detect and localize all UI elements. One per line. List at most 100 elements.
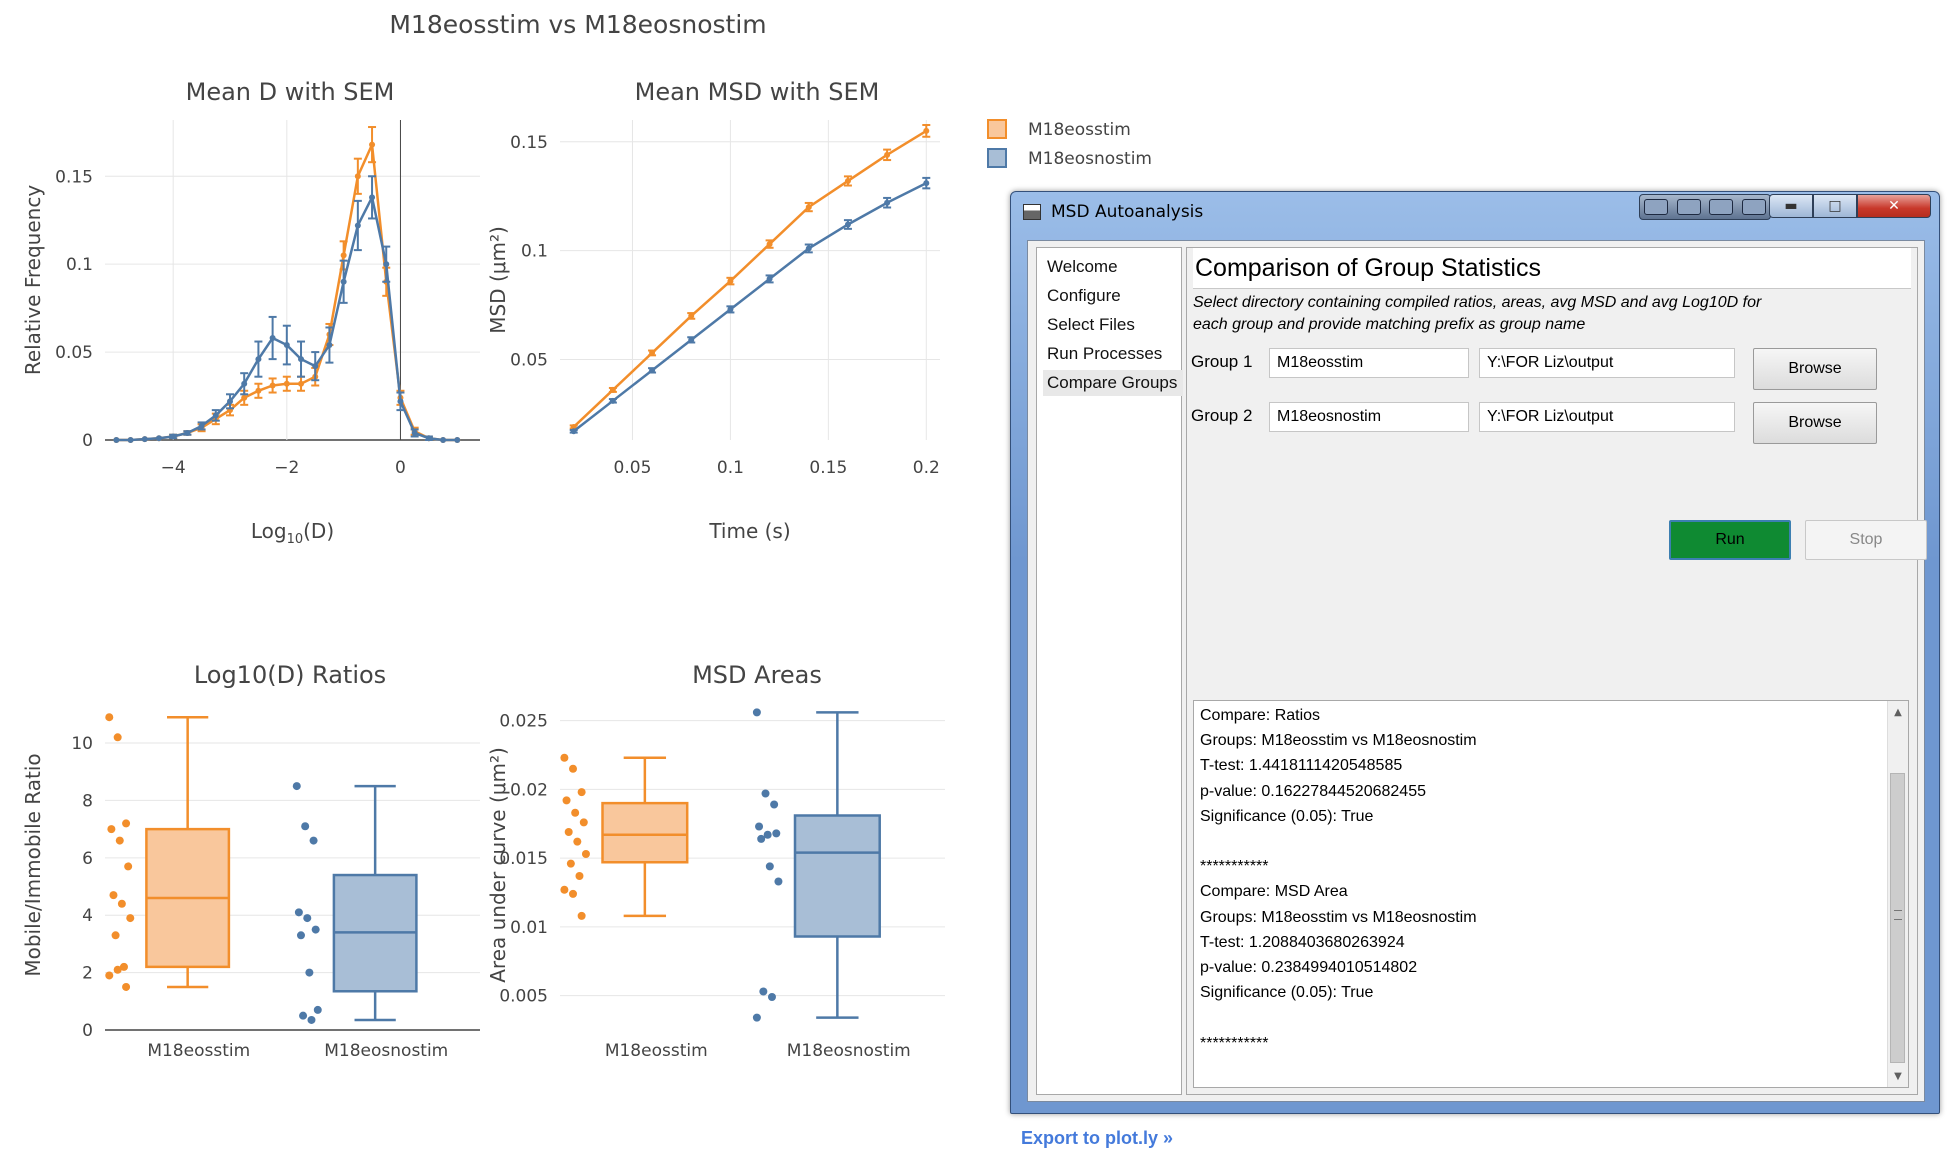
y-tick-label: 0: [82, 1021, 93, 1041]
data-point: [283, 380, 290, 387]
instructions: Select directory containing compiled rat…: [1193, 292, 1909, 336]
data-point: [425, 435, 432, 442]
x-tick-label: −2: [274, 458, 299, 478]
sidebar-nav: Welcome Configure Select Files Run Proce…: [1036, 247, 1183, 1095]
data-point: [292, 782, 301, 791]
msd-autoanalysis-window: MSD Autoanalysis ▬ □ ✕ Welcome Configure…: [1010, 191, 1940, 1114]
close-icon: ✕: [1888, 198, 1900, 214]
series-M18eosnostim: [113, 175, 461, 443]
data-point: [340, 278, 347, 285]
scrollbar-thumb[interactable]: [1890, 773, 1905, 1063]
category-label: M18eosnostim: [787, 1041, 911, 1061]
window-titlebar[interactable]: MSD Autoanalysis ▬ □ ✕: [1011, 192, 1939, 230]
titlebar-dot-icon[interactable]: [1741, 199, 1766, 215]
legend-swatch[interactable]: [987, 119, 1007, 139]
group-1-label: Group 1: [1191, 352, 1253, 371]
legend-swatch[interactable]: [987, 148, 1007, 168]
data-point: [581, 850, 590, 858]
category-label: M18eosnostim: [324, 1041, 448, 1061]
box-M18eosnostim: [292, 782, 418, 1024]
stop-button[interactable]: Stop: [1805, 520, 1927, 560]
y-tick-label: 0.15: [510, 133, 548, 153]
results-log[interactable]: Compare: Ratios Groups: M18eosstim vs M1…: [1193, 700, 1909, 1088]
chart-4: MSD Areas 0.005 0.01 0.015 0.02 0.025 Area und…: [486, 661, 945, 1061]
maximize-button[interactable]: □: [1813, 194, 1857, 218]
titlebar-record-icon[interactable]: [1644, 199, 1669, 215]
data-point: [305, 968, 314, 977]
close-button[interactable]: ✕: [1857, 194, 1931, 218]
data-point: [560, 885, 569, 894]
nav-item-run-processes[interactable]: Run Processes: [1047, 344, 1163, 363]
data-point: [170, 433, 177, 440]
x-tick-label: 0.05: [614, 458, 652, 478]
group-2-label: Group 2: [1191, 406, 1253, 425]
data-point: [369, 194, 376, 201]
data-point: [241, 380, 248, 387]
data-point: [269, 335, 276, 342]
data-point: [570, 428, 577, 435]
data-point: [299, 1011, 308, 1020]
nav-item-select-files[interactable]: Select Files: [1047, 315, 1135, 334]
data-point: [609, 386, 616, 393]
window-title: MSD Autoanalysis: [1051, 202, 1204, 222]
compare-groups-panel: Comparison of Group Statistics Select di…: [1186, 247, 1927, 1095]
titlebar-keyboard-icon[interactable]: [1709, 199, 1734, 215]
data-point: [579, 818, 588, 827]
data-point: [303, 914, 312, 923]
group-2-path-field[interactable]: Y:\FOR Liz\output: [1479, 402, 1735, 432]
y-tick-label: 0: [82, 431, 93, 451]
data-point: [298, 356, 305, 363]
scroll-down-arrow-icon[interactable]: ▼: [1894, 1070, 1902, 1082]
nav-item-welcome[interactable]: Welcome: [1047, 257, 1118, 276]
x-axis-label: Log10(D): [251, 519, 334, 547]
minimize-icon: ▬: [1784, 198, 1798, 214]
data-point: [383, 261, 390, 268]
chart-title: Log10(D) Ratios: [194, 661, 386, 689]
export-to-plotly-link[interactable]: Export to plot.ly »: [1021, 1128, 1174, 1148]
group-1-browse-button[interactable]: Browse: [1753, 348, 1877, 390]
log-scrollbar[interactable]: ▲ ▼: [1887, 701, 1908, 1087]
data-point: [115, 836, 124, 845]
data-point: [727, 306, 734, 313]
group-2-name-field[interactable]: M18eosnostim: [1269, 402, 1469, 432]
y-tick-label: 0.05: [510, 350, 548, 370]
data-point: [884, 199, 891, 206]
data-point: [105, 971, 114, 980]
legend-label[interactable]: M18eosnostim: [1028, 149, 1152, 169]
data-point: [309, 836, 318, 845]
y-tick-label: 2: [82, 964, 93, 984]
scroll-up-arrow-icon[interactable]: ▲: [1894, 706, 1902, 718]
y-tick-label: 0.02: [510, 780, 548, 800]
data-point: [770, 800, 779, 809]
nav-item-compare-groups[interactable]: Compare Groups: [1043, 370, 1183, 396]
data-point: [105, 713, 114, 722]
y-axis-label: MSD (μm²): [486, 226, 510, 334]
data-point: [127, 437, 134, 443]
group-1-path-field[interactable]: Y:\FOR Liz\output: [1479, 348, 1735, 378]
series-line: [572, 182, 927, 433]
data-point: [757, 834, 766, 843]
y-tick-label: 0.05: [55, 343, 93, 363]
data-point: [752, 1013, 761, 1022]
minimize-button[interactable]: ▬: [1769, 194, 1813, 218]
data-point: [566, 859, 575, 868]
titlebar-extra-buttons[interactable]: [1639, 194, 1771, 220]
nav-item-configure[interactable]: Configure: [1047, 286, 1121, 305]
data-point: [575, 872, 584, 880]
dashboard-title: M18eosstim vs M18eosnostim: [389, 10, 766, 39]
data-point: [649, 367, 656, 374]
series-M18eosnostim: [569, 176, 931, 435]
data-point: [440, 437, 447, 443]
group-2-browse-button[interactable]: Browse: [1753, 402, 1877, 444]
data-point: [562, 796, 571, 805]
y-tick-label: 0.15: [55, 167, 93, 187]
titlebar-camera-icon[interactable]: [1676, 199, 1701, 215]
data-point: [122, 982, 131, 991]
data-point: [255, 356, 262, 363]
group-1-name-field[interactable]: M18eosstim: [1269, 348, 1469, 378]
run-button[interactable]: Run: [1669, 520, 1791, 560]
data-point: [117, 899, 126, 908]
legend-label[interactable]: M18eosstim: [1028, 120, 1131, 140]
legend[interactable]: M18eosstim M18eosnostim: [987, 119, 1152, 169]
data-point: [844, 177, 851, 184]
